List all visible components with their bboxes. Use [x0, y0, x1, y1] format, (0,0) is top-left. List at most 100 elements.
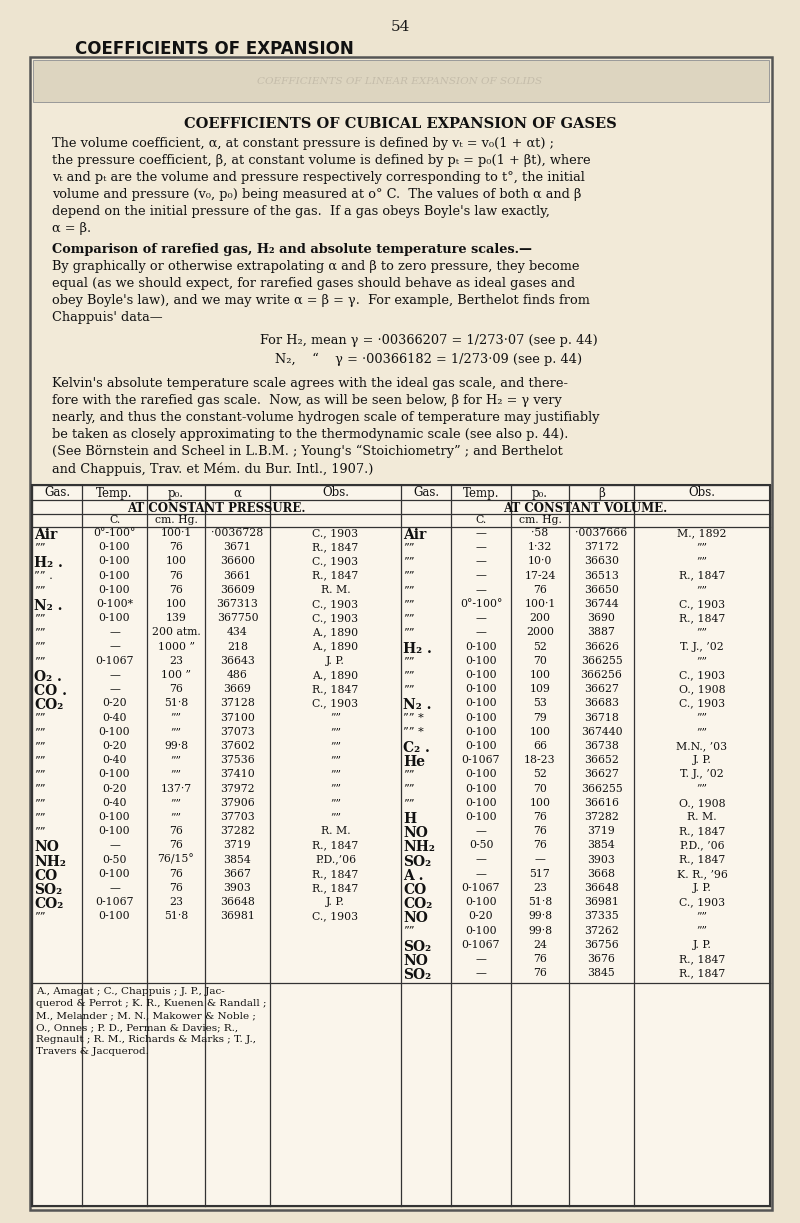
Text: 0-1067: 0-1067: [462, 755, 500, 766]
Text: α: α: [234, 487, 242, 499]
Text: 36756: 36756: [584, 939, 619, 950]
Text: Temp.: Temp.: [96, 487, 133, 499]
Text: 0°-100°: 0°-100°: [460, 599, 502, 609]
Text: 366255: 366255: [581, 784, 622, 794]
Text: 0-100: 0-100: [98, 613, 130, 624]
Text: the pressure coefficient, β, at constant volume is defined by pₜ = p₀(1 + βt), w: the pressure coefficient, β, at constant…: [52, 154, 590, 168]
Text: 76: 76: [169, 840, 183, 850]
Text: ””: ””: [403, 926, 414, 936]
Text: 51·8: 51·8: [164, 911, 188, 921]
Text: C., 1903: C., 1903: [313, 911, 358, 921]
Text: 37536: 37536: [220, 755, 255, 766]
Text: CO .: CO .: [34, 684, 67, 698]
Text: ·58: ·58: [531, 528, 549, 538]
Text: 200 atm.: 200 atm.: [152, 627, 200, 637]
Text: ””: ””: [403, 542, 414, 553]
Text: 3719: 3719: [588, 827, 615, 837]
Text: 3887: 3887: [587, 627, 615, 637]
Text: 36609: 36609: [220, 585, 255, 594]
Text: 0-50: 0-50: [469, 840, 494, 850]
Text: 200: 200: [530, 613, 550, 624]
Text: R., 1847: R., 1847: [312, 571, 358, 581]
Text: 76: 76: [533, 827, 547, 837]
Text: 36627: 36627: [584, 684, 619, 695]
Text: CO₂: CO₂: [34, 898, 63, 911]
Text: 0-1067: 0-1067: [95, 898, 134, 907]
Text: 0-100: 0-100: [465, 726, 497, 736]
Text: 486: 486: [227, 670, 248, 680]
Text: NH₂: NH₂: [403, 840, 435, 855]
Text: 100 ”: 100 ”: [161, 670, 191, 680]
Text: 23: 23: [169, 898, 183, 907]
Text: R., 1847: R., 1847: [679, 855, 725, 865]
Text: ””: ””: [330, 812, 341, 822]
Text: ””: ””: [34, 755, 46, 766]
Text: ””: ””: [330, 713, 341, 723]
Text: R., 1847: R., 1847: [679, 969, 725, 978]
Text: 99·8: 99·8: [528, 911, 552, 921]
Text: 0-100: 0-100: [98, 585, 130, 594]
Text: SO₂: SO₂: [34, 883, 62, 896]
Text: 17-24: 17-24: [524, 571, 556, 581]
Text: R., 1847: R., 1847: [312, 840, 358, 850]
Text: 36616: 36616: [584, 797, 619, 808]
Text: 0-20: 0-20: [102, 741, 127, 751]
Text: ””: ””: [34, 642, 46, 652]
Text: 3690: 3690: [587, 613, 615, 624]
Text: 36630: 36630: [584, 556, 619, 566]
Text: For H₂, mean γ = ·00366207 = 1/273·07 (see p. 44): For H₂, mean γ = ·00366207 = 1/273·07 (s…: [260, 334, 598, 347]
Text: 3669: 3669: [223, 684, 251, 695]
Text: 0-100: 0-100: [465, 812, 497, 822]
Text: 0-40: 0-40: [102, 755, 126, 766]
Text: 76: 76: [169, 571, 183, 581]
Text: ””: ””: [170, 755, 182, 766]
Text: AT CONSTANT VOLUME.: AT CONSTANT VOLUME.: [503, 501, 668, 515]
Text: J. P.: J. P.: [326, 656, 345, 665]
Text: ””: ””: [697, 726, 707, 736]
Text: 0-100: 0-100: [98, 827, 130, 837]
Text: 0-100: 0-100: [465, 769, 497, 779]
Text: 0-100: 0-100: [98, 868, 130, 879]
Text: 36650: 36650: [584, 585, 619, 594]
Text: CO: CO: [34, 868, 58, 883]
Text: 51·8: 51·8: [164, 698, 188, 708]
Text: R., 1847: R., 1847: [312, 542, 358, 553]
Text: volume and pressure (v₀, p₀) being measured at o° C.  The values of both α and β: volume and pressure (v₀, p₀) being measu…: [52, 188, 582, 201]
Text: ””: ””: [403, 670, 414, 680]
Text: 0-100: 0-100: [465, 713, 497, 723]
Text: CO₂: CO₂: [403, 898, 432, 911]
Text: ””: ””: [34, 784, 46, 794]
Bar: [32, 486, 770, 1206]
Text: K. R., ’96: K. R., ’96: [677, 868, 727, 879]
Text: ””: ””: [330, 726, 341, 736]
Text: 0-100: 0-100: [465, 656, 497, 665]
Text: 100: 100: [166, 599, 186, 609]
Text: p₀.: p₀.: [168, 487, 184, 499]
Text: ””: ””: [697, 926, 707, 936]
Text: ””: ””: [34, 656, 46, 665]
Text: 76: 76: [169, 585, 183, 594]
Text: 53: 53: [533, 698, 547, 708]
Text: —: —: [475, 868, 486, 879]
Text: 76/15°: 76/15°: [158, 855, 194, 865]
Text: Travers & Jacquerod.: Travers & Jacquerod.: [36, 1047, 149, 1057]
Text: 3668: 3668: [587, 868, 615, 879]
Text: By graphically or otherwise extrapolating α and β to zero pressure, they become: By graphically or otherwise extrapolatin…: [52, 260, 579, 273]
Text: ””: ””: [170, 769, 182, 779]
Text: 79: 79: [533, 713, 547, 723]
Text: —: —: [109, 883, 120, 893]
Text: N₂,    “    γ = ·00366182 = 1/273·09 (see p. 44): N₂, “ γ = ·00366182 = 1/273·09 (see p. 4…: [275, 353, 582, 366]
Text: 100: 100: [530, 797, 550, 808]
Text: P.D., ’06: P.D., ’06: [680, 840, 724, 850]
Text: 36652: 36652: [584, 755, 619, 766]
Text: ””: ””: [697, 556, 707, 566]
Text: —: —: [475, 827, 486, 837]
Text: —: —: [475, 542, 486, 553]
Text: 37602: 37602: [220, 741, 255, 751]
Text: 3903: 3903: [587, 855, 615, 865]
Text: fore with the rarefied gas scale.  Now, as will be seen below, β for H₂ = γ very: fore with the rarefied gas scale. Now, a…: [52, 394, 562, 407]
Text: cm. Hg.: cm. Hg.: [518, 515, 562, 525]
Text: ””: ””: [697, 627, 707, 637]
Text: P.D.,’06: P.D.,’06: [315, 855, 356, 865]
Text: be taken as closely approximating to the thermodynamic scale (see also p. 44).: be taken as closely approximating to the…: [52, 428, 568, 442]
